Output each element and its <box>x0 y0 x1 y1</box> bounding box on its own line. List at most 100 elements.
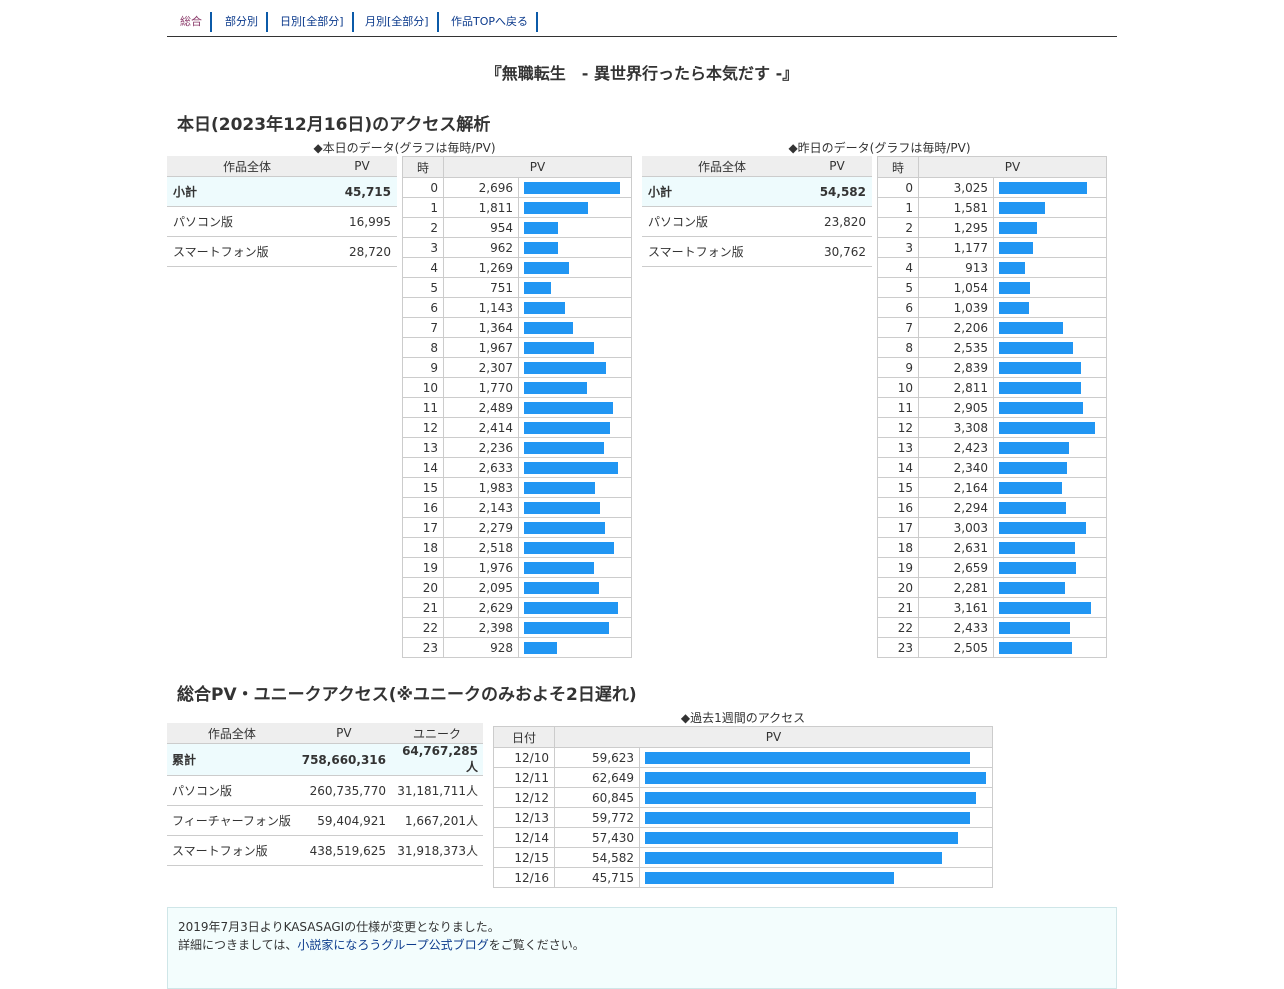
bar-category-label: 3 <box>402 237 444 258</box>
row-label: 小計 <box>167 176 327 207</box>
bar-value-label: 54,582 <box>554 847 640 868</box>
bar-category-label: 14 <box>402 457 444 478</box>
bar <box>524 641 557 654</box>
bar-cell <box>639 767 993 788</box>
bar-category-label: 20 <box>877 577 919 598</box>
bar-cell <box>993 477 1107 498</box>
yesterday-caption: ◆昨日のデータ(グラフは毎時/PV) <box>788 141 971 155</box>
bar <box>524 461 618 474</box>
tab-by-part[interactable]: 部分別 <box>225 12 268 32</box>
bar-category-label: 5 <box>877 277 919 298</box>
row-label: パソコン版 <box>167 206 327 237</box>
bar-category-label: 12/14 <box>493 827 555 848</box>
bar <box>524 181 620 194</box>
bar-cell <box>993 597 1107 618</box>
bar-cell <box>518 617 632 638</box>
bar <box>524 281 551 294</box>
bar <box>999 541 1075 554</box>
bar-value-label: 2,631 <box>918 537 994 558</box>
bar-cell <box>518 437 632 458</box>
bar <box>524 581 599 594</box>
bar-category-label: 17 <box>402 517 444 538</box>
bar-cell <box>518 597 632 618</box>
bar-cell <box>518 537 632 558</box>
bar-category-label: 6 <box>877 297 919 318</box>
bar-value-label: 62,649 <box>554 767 640 788</box>
table-row: パソコン版 16,995 <box>167 206 397 237</box>
hour-row: 16 2,294 <box>877 497 1107 518</box>
bar <box>524 481 595 494</box>
tab-monthly[interactable]: 月別[全部分] <box>365 12 439 32</box>
bar <box>999 621 1070 634</box>
bar-cell <box>518 217 632 238</box>
bar-cell <box>993 637 1107 658</box>
blog-link[interactable]: 小説家になろうグループ公式ブログ <box>297 938 489 952</box>
notice-prefix: 詳細につきましては、 <box>178 938 298 952</box>
row-label: フィーチャーフォン版 <box>167 805 297 836</box>
bar-category-label: 4 <box>877 257 919 278</box>
bar <box>999 421 1095 434</box>
bar-value-label: 2,398 <box>443 617 519 638</box>
bar-value-label: 2,633 <box>443 457 519 478</box>
today-heading: 本日(2023年12月16日)のアクセス解析 <box>177 115 491 135</box>
bar <box>999 261 1025 274</box>
col-header-hour: 時 <box>877 156 919 178</box>
col-header-work: 作品全体 <box>167 156 327 177</box>
bar <box>999 341 1073 354</box>
bar-cell <box>518 317 632 338</box>
bar-cell <box>639 827 993 848</box>
row-unique: 1,667,201人 <box>391 805 483 836</box>
bar-category-label: 12/11 <box>493 767 555 788</box>
bar <box>999 201 1045 214</box>
bar-value-label: 2,839 <box>918 357 994 378</box>
hour-row: 12 3,308 <box>877 417 1107 438</box>
bar-category-label: 11 <box>402 397 444 418</box>
bar <box>999 401 1083 414</box>
tab-daily[interactable]: 日別[全部分] <box>280 12 354 32</box>
bar-cell <box>993 417 1107 438</box>
hour-row: 21 2,629 <box>402 597 632 618</box>
bar <box>999 221 1037 234</box>
bar <box>999 301 1029 314</box>
bar-cell <box>639 867 993 888</box>
bar <box>999 321 1063 334</box>
hour-row: 10 1,770 <box>402 377 632 398</box>
day-row: 12/14 57,430 <box>493 827 993 848</box>
col-header-pv: PV <box>554 726 993 748</box>
bar <box>999 601 1091 614</box>
notice-line1: 2019年7月3日よりKASASAGIの仕様が変更となりました。 <box>178 920 500 934</box>
hour-row: 11 2,489 <box>402 397 632 418</box>
col-header-date: 日付 <box>493 726 555 748</box>
notice-suffix: をご覧ください。 <box>488 938 585 952</box>
bar <box>999 521 1086 534</box>
today-hourly-table: 時 PV 0 2,696 1 1,811 2 954 3 962 4 1,269 5 751 6 1,143… <box>402 156 632 658</box>
bar-value-label: 1,364 <box>443 317 519 338</box>
hour-row: 3 962 <box>402 237 632 258</box>
bar-value-label: 954 <box>443 217 519 238</box>
bar <box>524 241 558 254</box>
table-row: 累計 758,660,316 64,767,285人 <box>167 743 483 776</box>
hour-row: 3 1,177 <box>877 237 1107 258</box>
hour-row: 9 2,839 <box>877 357 1107 378</box>
bar-category-label: 10 <box>402 377 444 398</box>
bar-value-label: 2,505 <box>918 637 994 658</box>
bar <box>524 621 609 634</box>
col-header-pv: PV <box>918 156 1107 178</box>
totals-heading: 総合PV・ユニークアクセス(※ユニークのみおよそ2日遅れ) <box>177 685 637 705</box>
work-title: 『無職転生 - 異世界行ったら本気だす -』 <box>485 64 799 83</box>
hour-row: 1 1,811 <box>402 197 632 218</box>
day-row: 12/13 59,772 <box>493 807 993 828</box>
tab-overview[interactable]: 総合 <box>180 12 212 32</box>
bar-category-label: 10 <box>877 377 919 398</box>
bar-cell <box>518 637 632 658</box>
col-header-hour: 時 <box>402 156 444 178</box>
col-header-work: 作品全体 <box>642 156 802 177</box>
hour-row: 22 2,433 <box>877 617 1107 638</box>
tab-work-top[interactable]: 作品TOPへ戻る <box>451 12 539 32</box>
bar-value-label: 2,294 <box>918 497 994 518</box>
bar <box>524 381 587 394</box>
bar <box>524 201 588 214</box>
bar-category-label: 15 <box>402 477 444 498</box>
bar-cell <box>993 217 1107 238</box>
yesterday-summary-table: 作品全体 PV 小計 54,582 パソコン版 23,820 スマートフォン版 30,7… <box>642 156 872 267</box>
